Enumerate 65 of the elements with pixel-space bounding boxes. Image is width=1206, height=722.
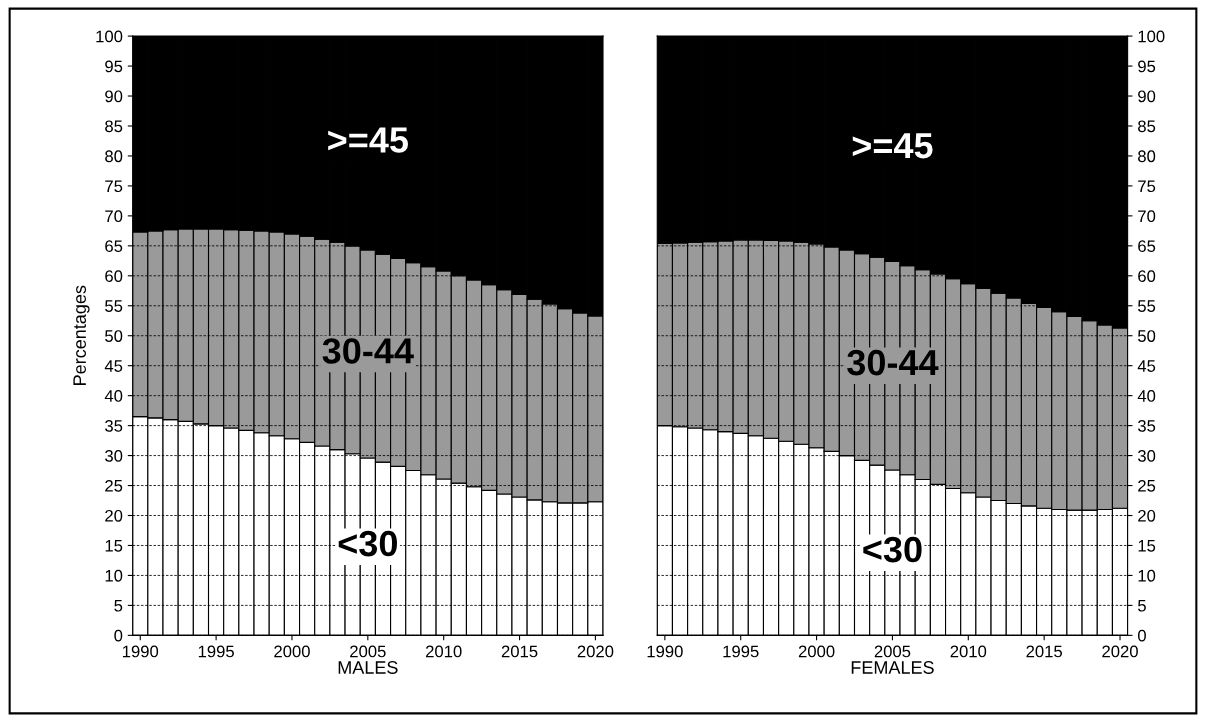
x-axis-title: MALES (338, 661, 398, 674)
y-tick-label: 15 (1138, 540, 1156, 552)
y-tick-label: 5 (114, 599, 123, 612)
y-tick-label: 70 (105, 210, 123, 223)
y-tick-label: 5 (1138, 599, 1146, 612)
y-tick-label: 90 (1138, 90, 1156, 103)
x-tick-label: 2020 (577, 645, 614, 658)
series-label: <30 (863, 536, 922, 563)
x-axis-title: FEMALES (851, 661, 934, 674)
x-tick-label: 2015 (1026, 645, 1062, 658)
y-tick-label: 50 (1138, 330, 1156, 342)
y-tick-label: 85 (105, 120, 123, 133)
y-tick-label: 40 (104, 390, 123, 402)
x-tick-label: 2005 (874, 645, 911, 658)
x-tick-label: 2015 (501, 645, 538, 658)
y-tick-label: 0 (1137, 629, 1146, 642)
y-tick-label: 100 (96, 30, 123, 43)
series-label: >=45 (852, 133, 933, 159)
y-tick-label: 100 (1138, 30, 1165, 43)
x-tick-label: 1995 (723, 645, 759, 658)
x-tick-label: 2020 (1102, 645, 1138, 658)
y-tick-label: 55 (105, 300, 123, 312)
y-tick-label: 45 (104, 360, 123, 372)
x-tick-label: 1995 (198, 645, 234, 658)
y-tick-label: 15 (105, 540, 123, 552)
x-tick-label: 1990 (647, 645, 683, 658)
y-axis-title: Percentages (73, 285, 90, 385)
x-tick-label: 2010 (425, 645, 462, 658)
x-tick-label: 2010 (950, 645, 987, 658)
y-tick-label: 65 (105, 240, 123, 253)
y-tick-label: 60 (105, 270, 123, 283)
x-tick-label: 2005 (350, 645, 386, 658)
y-tick-label: 25 (105, 479, 123, 492)
y-tick-label: 10 (1138, 569, 1156, 582)
x-tick-label: 2000 (798, 645, 835, 658)
y-tick-label: 45 (1137, 360, 1156, 372)
y-tick-label: 40 (1137, 390, 1156, 402)
y-tick-label: 75 (1138, 180, 1156, 193)
y-tick-label: 35 (1137, 420, 1156, 432)
y-tick-label: 55 (1138, 300, 1156, 312)
y-tick-label: 20 (105, 509, 123, 522)
y-tick-label: 50 (105, 330, 123, 342)
y-tick-label: 0 (114, 629, 123, 642)
series-label: <30 (338, 530, 397, 557)
y-tick-label: 20 (1138, 509, 1156, 522)
y-tick-label: 85 (1138, 120, 1156, 133)
series-label: 30-44 (322, 338, 414, 364)
y-tick-label: 80 (105, 150, 123, 163)
y-tick-label: 10 (105, 569, 123, 582)
series-label: >=45 (328, 127, 408, 153)
y-tick-label: 90 (105, 90, 123, 103)
y-tick-label: 80 (1138, 150, 1156, 163)
y-tick-label: 30 (1137, 449, 1156, 462)
y-tick-label: 95 (1138, 60, 1156, 73)
y-tick-label: 65 (1138, 240, 1156, 253)
y-tick-label: 70 (1138, 210, 1156, 223)
y-tick-label: 95 (105, 60, 123, 73)
series-label: 30-44 (847, 349, 939, 376)
y-tick-label: 75 (105, 180, 123, 193)
y-tick-label: 35 (105, 420, 123, 432)
x-tick-label: 2000 (274, 645, 310, 658)
x-tick-label: 1990 (122, 645, 159, 658)
y-tick-label: 60 (1138, 270, 1156, 283)
y-tick-label: 30 (105, 449, 123, 462)
y-tick-label: 25 (1138, 479, 1156, 492)
